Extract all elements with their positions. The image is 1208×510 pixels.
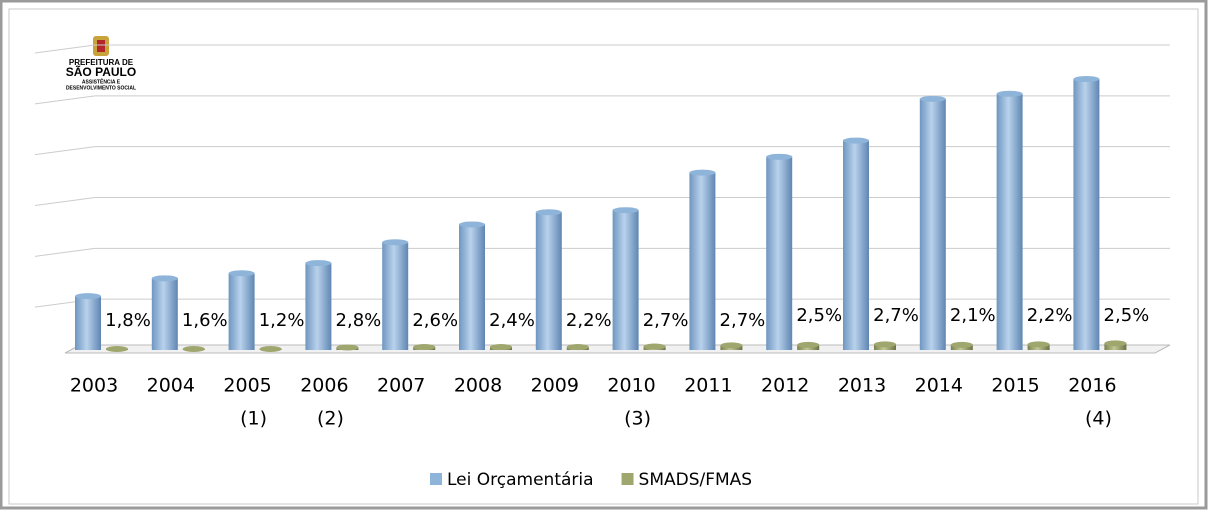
bar-top (843, 137, 869, 144)
bar (612, 210, 639, 350)
grid-line-side (34, 247, 96, 257)
bar-top (996, 90, 1023, 97)
logo-text: SÃO PAULO (66, 64, 136, 79)
share-label: 2,2% (566, 310, 612, 331)
share-label: 2,7% (720, 310, 766, 331)
x-tick-label: 2011 (684, 375, 732, 397)
bar-top (919, 95, 946, 102)
share-label: 1,6% (182, 310, 228, 331)
bar-top (305, 260, 332, 267)
bar-top (643, 343, 666, 350)
logo: PREFEITURA DE SÃO PAULO ASSISTÊNCIA E DE… (66, 36, 136, 91)
grid-line-side (34, 197, 96, 206)
bar (151, 278, 178, 350)
share-label: 1,8% (105, 310, 151, 331)
x-tick-label: 2009 (531, 375, 579, 397)
bar-top (566, 343, 589, 350)
bar (305, 263, 332, 350)
bar-top (106, 345, 128, 352)
bar (535, 212, 562, 350)
bar-top (336, 344, 359, 351)
bar-top (182, 345, 205, 352)
bar (996, 93, 1023, 351)
share-label: 1,2% (259, 310, 305, 331)
share-label: 2,8% (336, 310, 382, 331)
x-tick-label: 2015 (991, 375, 1039, 397)
x-tick-note: (3) (624, 408, 651, 430)
bar-top (612, 207, 639, 214)
bar-top (689, 169, 716, 176)
logo-text: ASSISTÊNCIA E (82, 77, 121, 85)
bar (1073, 79, 1100, 350)
bar (228, 273, 255, 350)
x-tick-note: (2) (317, 408, 344, 430)
bar (459, 224, 485, 350)
bar (382, 242, 409, 350)
share-label: 2,4% (489, 310, 535, 331)
legend-label: Lei Orçamentária (447, 470, 594, 490)
share-label: 2,7% (643, 310, 689, 331)
share-label: 2,6% (412, 310, 458, 331)
logo-text: PREFEITURA DE (69, 58, 134, 67)
grid-line-side (34, 146, 96, 156)
bar-top (413, 343, 436, 350)
bar-top (228, 270, 255, 277)
x-tick-label: 2010 (607, 375, 655, 397)
share-label: 2,7% (873, 305, 919, 326)
share-label: 2,1% (950, 305, 996, 326)
legend-swatch (430, 473, 442, 485)
x-tick-label: 2008 (454, 375, 502, 397)
bar-top (797, 341, 820, 348)
x-tick-label: 2007 (377, 375, 425, 397)
bar-top (382, 239, 409, 246)
bar-top (720, 342, 743, 349)
bar-top (766, 153, 793, 160)
share-label: 2,2% (1027, 305, 1073, 326)
x-tick-label: 2012 (761, 375, 809, 397)
legend-swatch (621, 473, 634, 485)
bar-top (1104, 340, 1127, 347)
bar-top (459, 221, 485, 228)
bar (766, 156, 793, 350)
legend-label: SMADS/FMAS (639, 470, 753, 490)
x-tick-label: 2016 (1068, 375, 1116, 397)
bar-top (259, 345, 282, 352)
grid-line-side (34, 44, 96, 54)
bar-top (75, 293, 101, 300)
x-tick-note: (1) (240, 408, 267, 430)
bar (689, 172, 716, 350)
bar (919, 98, 946, 350)
x-tick-label: 2005 (223, 375, 271, 397)
bar-top (490, 343, 512, 350)
bar (1104, 343, 1127, 350)
inner-frame (8, 8, 1199, 505)
bar (75, 296, 101, 350)
grid-line-side (34, 95, 96, 105)
bar-top (1073, 76, 1100, 83)
share-label: 2,5% (796, 305, 842, 326)
logo-text: DESENVOLVIMENTO SOCIAL (66, 85, 136, 91)
bar-top (950, 341, 973, 348)
x-tick-label: 2004 (147, 375, 195, 397)
x-tick-label: 2006 (300, 375, 348, 397)
bar-top (151, 275, 178, 282)
x-tick-note: (4) (1085, 408, 1112, 430)
share-label: 2,5% (1104, 305, 1150, 326)
x-tick-label: 2014 (915, 375, 963, 397)
x-tick-label: 2003 (70, 375, 118, 397)
bar (843, 140, 869, 350)
bar-top (535, 209, 562, 216)
logo-crest-inner (97, 40, 105, 52)
bar-top (1027, 341, 1050, 348)
bar-top (874, 341, 896, 348)
x-tick-label: 2013 (838, 375, 886, 397)
